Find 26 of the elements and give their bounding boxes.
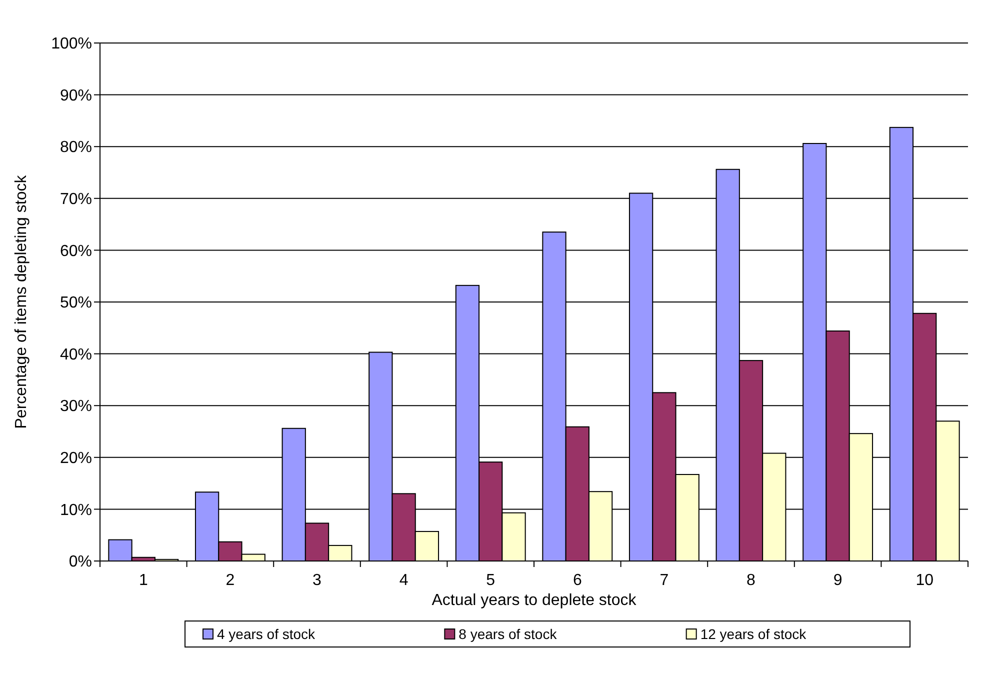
legend-label: 4 years of stock [217, 626, 316, 642]
x-tick-label: 9 [833, 572, 842, 589]
y-tick-label: 80% [60, 139, 92, 156]
y-tick-label: 50% [60, 294, 92, 312]
x-tick-label: 7 [660, 572, 669, 589]
x-tick-label: 4 [399, 572, 408, 589]
y-tick-label: 90% [60, 87, 92, 104]
legend-label: 12 years of stock [700, 626, 808, 642]
y-tick-label: 0% [68, 554, 92, 571]
y-tick-label: 20% [60, 450, 92, 467]
x-tick-label: 6 [572, 572, 582, 589]
x-tick-label: 3 [312, 572, 322, 589]
x-tick-label: 10 [916, 572, 934, 589]
y-tick-label: 40% [60, 346, 92, 364]
y-tick-label: 10% [60, 502, 92, 519]
y-tick-label: 30% [60, 398, 92, 416]
y-tick-label: 100% [51, 36, 92, 53]
y-tick-label: 60% [60, 242, 92, 260]
y-tick-label: 70% [60, 191, 92, 208]
x-tick-label: 1 [138, 572, 148, 589]
x-axis-title: Actual years to deplete stock [432, 592, 638, 609]
x-tick-label: 5 [486, 572, 496, 589]
legend-label: 8 years of stock [458, 626, 558, 642]
x-tick-label: 8 [746, 572, 756, 589]
x-tick-label: 2 [226, 572, 235, 589]
y-axis-title: Percentage of items depleting stock [13, 174, 30, 429]
